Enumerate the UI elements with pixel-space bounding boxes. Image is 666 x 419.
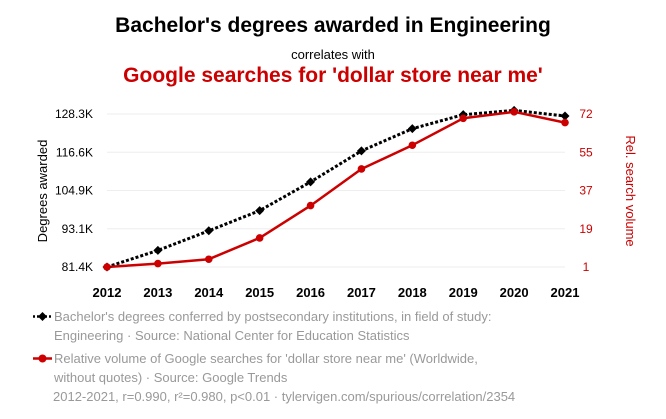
searches-series-line bbox=[106, 110, 566, 269]
line-circle-icon bbox=[33, 354, 52, 363]
legend-label-degrees: Bachelor's degrees conferred by postseco… bbox=[54, 309, 492, 343]
x-tick-label: 2016 bbox=[296, 285, 325, 300]
x-tick-label: 2019 bbox=[449, 285, 478, 300]
degrees-data-point bbox=[306, 177, 316, 187]
left-tick-label: 81.4K bbox=[62, 260, 93, 274]
chart-title: Bachelor's degrees awarded in Engineerin… bbox=[115, 14, 551, 37]
degrees-data-point bbox=[255, 206, 265, 216]
searches-data-point bbox=[255, 234, 264, 242]
left-tick-label: 93.1K bbox=[62, 222, 93, 236]
x-tick-label: 2015 bbox=[245, 285, 274, 300]
right-tick-label: 19 bbox=[579, 222, 593, 236]
series-lines bbox=[106, 108, 566, 269]
left-axis-ticks: 81.4K 93.1K 104.9K 116.6K 128.3K bbox=[55, 107, 93, 274]
chart-footer: 2012-2021, r=0.990, r²=0.980, p<0.01 · t… bbox=[53, 389, 516, 404]
searches-data-point bbox=[357, 165, 366, 173]
searches-data-point bbox=[154, 259, 162, 268]
x-tick-label: 2020 bbox=[500, 285, 529, 300]
degrees-data-point bbox=[560, 111, 570, 121]
x-tick-label: 2012 bbox=[93, 285, 122, 300]
x-axis-ticks: 2012 2013 2014 2015 2016 2017 2018 2019 2020 2021 bbox=[93, 285, 580, 300]
searches-data-point bbox=[510, 108, 518, 116]
degrees-data-point bbox=[204, 226, 214, 236]
legend-label-searches: Relative volume of Google searches for '… bbox=[54, 351, 478, 385]
searches-data-point bbox=[459, 114, 468, 123]
searches-data-point bbox=[204, 255, 213, 264]
degrees-data-point bbox=[356, 146, 366, 156]
searches-data-point bbox=[408, 141, 417, 150]
left-tick-label: 104.9K bbox=[55, 184, 93, 198]
searches-data-point bbox=[103, 263, 111, 271]
degrees-series-line bbox=[106, 108, 566, 269]
x-tick-label: 2013 bbox=[143, 285, 172, 300]
right-axis-ticks: 1 19 37 55 72 bbox=[579, 107, 593, 274]
x-tick-label: 2021 bbox=[551, 285, 580, 300]
left-axis-label: Degrees awarded bbox=[35, 140, 50, 243]
x-tick-label: 2018 bbox=[398, 285, 427, 300]
right-tick-label: 37 bbox=[579, 184, 593, 198]
right-tick-label: 1 bbox=[583, 260, 590, 274]
degrees-data-point bbox=[153, 245, 163, 255]
dotted-line-diamond-icon bbox=[33, 312, 52, 321]
right-tick-label: 72 bbox=[579, 107, 593, 121]
left-tick-label: 128.3K bbox=[55, 107, 93, 121]
chart-subtitle: correlates with bbox=[291, 47, 375, 62]
right-axis-label: Rel. search volume bbox=[623, 135, 638, 246]
x-tick-label: 2014 bbox=[194, 285, 224, 300]
right-tick-label: 55 bbox=[579, 145, 593, 159]
x-tick-label: 2017 bbox=[347, 285, 376, 300]
degrees-data-point bbox=[407, 124, 417, 134]
line-chart: 81.4K 93.1K 104.9K 116.6K 128.3K 1 19 37 55 72 2… bbox=[35, 105, 638, 300]
left-tick-label: 116.6K bbox=[56, 145, 93, 159]
chart-title-secondary: Google searches for 'dollar store near m… bbox=[123, 64, 543, 87]
searches-data-point bbox=[306, 201, 315, 210]
series-markers bbox=[102, 105, 570, 272]
searches-data-point bbox=[561, 118, 569, 127]
